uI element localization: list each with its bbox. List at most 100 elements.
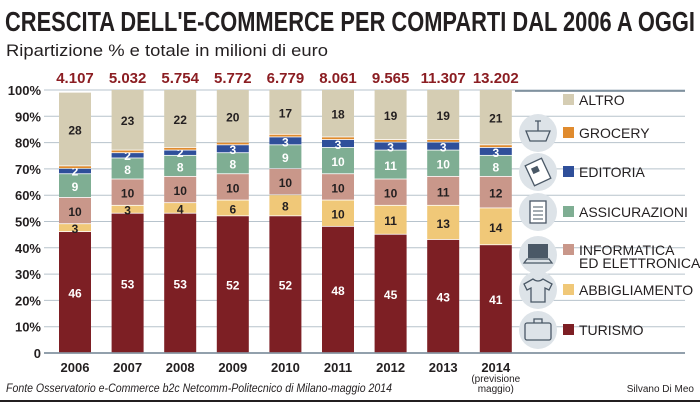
data-label: 2 (72, 165, 79, 179)
suitcase-icon (519, 311, 557, 349)
legend-swatch (563, 324, 574, 335)
legend-label: ALTRO (579, 92, 625, 108)
bar-segment (374, 90, 407, 140)
data-label: 53 (121, 277, 135, 291)
data-label: 3 (124, 204, 131, 218)
legend-swatch (563, 284, 574, 295)
bar-segment (374, 234, 407, 353)
data-label: 18 (331, 108, 345, 122)
data-label: 48 (331, 284, 345, 298)
bar-segment (427, 205, 460, 240)
data-label: 9 (72, 180, 79, 194)
data-label: 14 (489, 221, 503, 235)
bar-segment (111, 90, 144, 150)
data-label: 3 (335, 138, 342, 152)
bars: 46310921284.107200653310821235.032200753… (56, 70, 520, 395)
data-label: 11 (384, 159, 397, 173)
y-tick-label: 30% (15, 267, 41, 282)
bar-segment (269, 145, 302, 169)
y-tick-label: 50% (15, 215, 41, 230)
bar-segment (479, 155, 512, 176)
bar-segment (479, 147, 512, 155)
data-label: 10 (331, 155, 345, 169)
bar-segment (427, 142, 460, 150)
bar-segment (322, 139, 354, 148)
laptop-icon (519, 236, 557, 274)
data-label: 11 (384, 214, 397, 228)
total-label: 5.754 (161, 70, 199, 87)
data-label: 23 (121, 114, 135, 128)
bar-segment (322, 90, 354, 137)
total-label: 5.772 (214, 70, 252, 87)
x-tick-label: 2010 (271, 360, 300, 375)
bar-segment (374, 150, 407, 179)
total-label: 8.061 (319, 70, 357, 87)
y-tick-label: 60% (15, 188, 41, 203)
bar-segment (322, 147, 354, 174)
data-label: 46 (68, 287, 82, 301)
chart-title: CRESCITA DELL'E-COMMERCE PER COMPARTI DA… (5, 6, 695, 37)
legend-swatch (563, 206, 574, 217)
y-tick-label: 80% (15, 136, 41, 151)
bar-segment (164, 150, 197, 155)
data-label: 43 (437, 290, 451, 304)
bar-segment (269, 195, 302, 216)
data-label: 3 (282, 135, 289, 149)
bar-segment (216, 145, 249, 153)
bar-segment (59, 197, 91, 224)
bar-segment (479, 176, 512, 208)
bar-segment (479, 145, 512, 148)
data-label: 10 (174, 184, 188, 198)
bar-segment (479, 90, 512, 145)
bar-segment (427, 139, 460, 142)
legend-swatch (563, 244, 574, 255)
x-tick-label: 2014 (481, 360, 511, 375)
bar-segment (111, 213, 144, 353)
legend-item-abbigliamento: ABBIGLIAMENTO (519, 271, 693, 309)
data-label: 22 (174, 113, 188, 127)
data-label: 52 (279, 279, 293, 293)
bar-segment (269, 137, 302, 145)
data-label: 10 (279, 176, 293, 190)
data-label: 3 (440, 141, 447, 155)
data-label: 8 (229, 158, 236, 172)
data-label: 2 (124, 149, 131, 163)
legend-item-altro: ALTRO (563, 92, 625, 108)
bar-segment (322, 174, 354, 200)
legend-item-assicurazioni: ASSICURAZIONI (519, 193, 688, 231)
bar-segment (59, 168, 91, 174)
data-label: 3 (387, 141, 394, 155)
bar-segment (322, 200, 354, 226)
bar-segment (427, 239, 460, 353)
data-label: 8 (124, 163, 131, 177)
bar-segment (164, 90, 197, 148)
legend-item-grocery: GROCERY (519, 114, 650, 152)
bar-segment (427, 176, 460, 205)
data-label: 13 (437, 217, 451, 231)
data-label: 52 (226, 279, 240, 293)
x-tick-label: 2012 (376, 360, 405, 375)
data-label: 41 (489, 293, 503, 307)
data-label: 12 (489, 187, 503, 201)
data-label: 10 (331, 181, 345, 195)
data-label: 53 (174, 277, 188, 291)
y-tick-label: 10% (15, 320, 41, 335)
bar-segment (427, 90, 460, 140)
y-tick-label: 70% (15, 162, 41, 177)
bar-segment (59, 224, 91, 232)
x-tick-label: 2008 (166, 360, 195, 375)
bar-segment (374, 142, 407, 150)
bar-segment (216, 90, 249, 142)
bar-segment (322, 226, 354, 353)
x-tick-note: maggio) (478, 384, 514, 395)
data-label: 3 (72, 222, 79, 236)
bar-segment (111, 153, 144, 158)
x-tick-label: 2011 (324, 360, 352, 375)
bar-segment (479, 245, 512, 353)
total-label: 13.202 (473, 70, 519, 87)
total-label: 4.107 (56, 70, 94, 87)
bar-segment (374, 205, 407, 234)
bar-segment (269, 216, 302, 353)
legend-label: EDITORIA (579, 164, 646, 180)
y-tick-label: 0 (34, 346, 41, 361)
